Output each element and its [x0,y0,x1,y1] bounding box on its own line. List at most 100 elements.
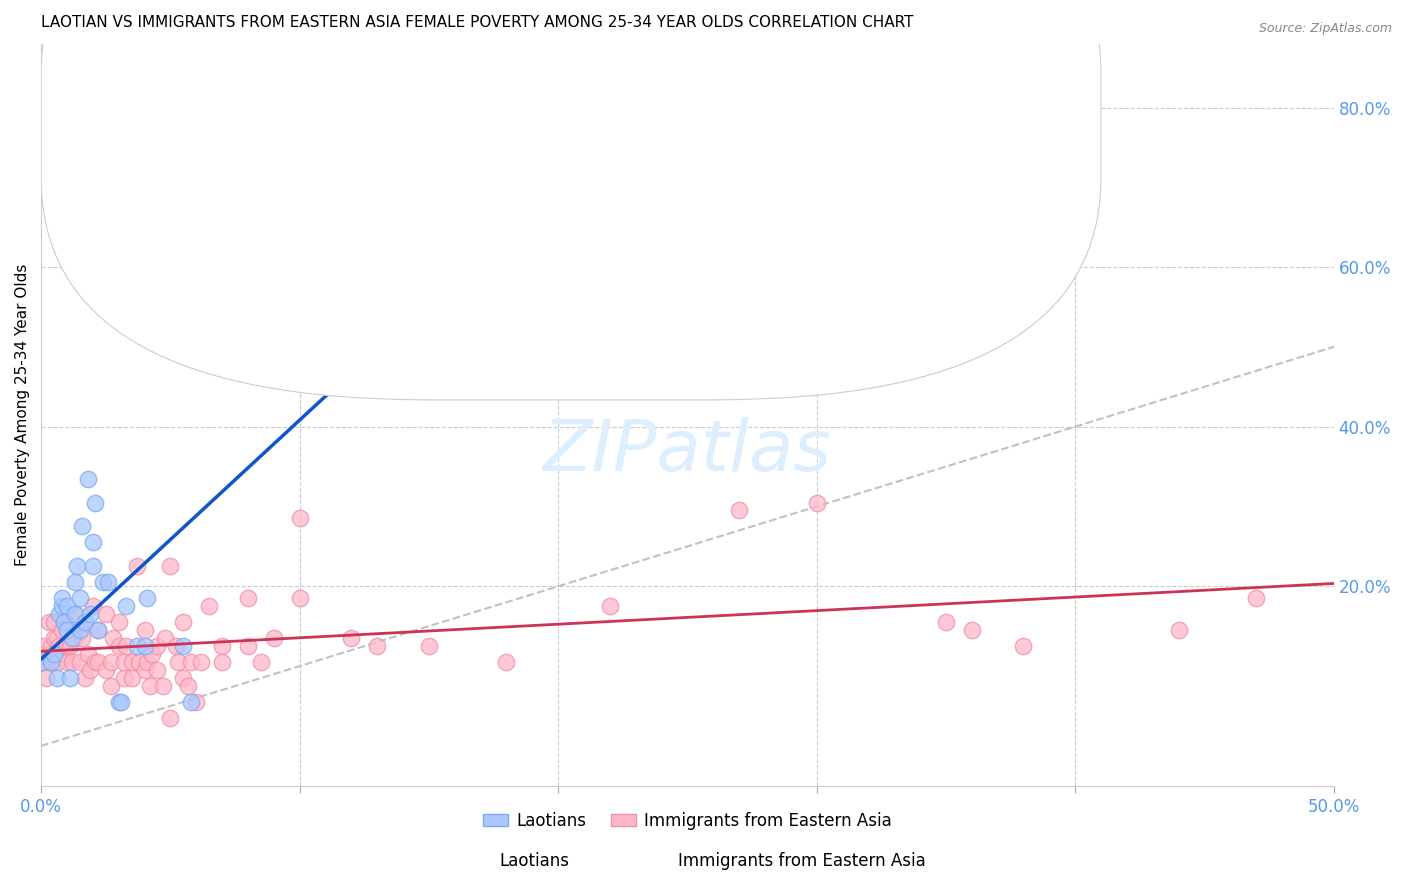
Point [180,655,202,669]
Point [53,615,76,630]
Point [48,639,70,653]
Point [340,631,363,645]
Point [121,671,143,685]
Point [418,639,440,653]
Point [236,639,259,653]
Point [30,655,52,669]
Point [53,647,76,661]
Point [56,623,79,637]
Point [190,655,212,669]
Point [134,639,156,653]
Point [198,599,221,614]
Point [84,495,107,509]
Point [495,655,517,669]
Point [63,631,86,645]
Point [38,615,60,630]
Point [91,575,114,590]
Point [32,655,55,669]
Point [172,615,194,630]
Point [73,615,96,630]
Point [94,607,117,622]
Point [236,591,259,606]
Point [38,647,60,661]
Point [79,607,101,622]
Point [79,663,101,677]
Point [72,631,94,645]
Point [107,615,129,630]
Point [73,671,96,685]
Point [1012,639,1035,653]
Point [69,655,91,669]
Point [58,639,80,653]
Point [87,655,110,669]
Point [45,671,67,685]
Point [41,655,63,669]
Point [159,559,181,574]
Point [107,695,129,709]
Point [45,631,67,645]
Point [136,655,159,669]
Point [146,639,169,653]
Point [56,639,79,653]
Y-axis label: Female Poverty Among 25-34 Year Olds: Female Poverty Among 25-34 Year Olds [15,263,30,566]
Point [152,679,174,693]
Point [288,511,311,525]
Point [69,623,91,637]
Point [42,615,65,630]
Point [728,503,751,517]
Point [288,591,311,606]
Point [69,623,91,637]
Point [167,655,190,669]
Point [522,85,544,99]
Point [180,695,202,709]
Point [69,591,91,606]
Point [211,639,233,653]
Point [51,599,73,614]
Point [112,671,135,685]
Point [263,631,285,645]
Point [66,559,89,574]
Point [41,639,63,653]
Point [136,591,159,606]
Point [63,575,86,590]
Point [60,631,83,645]
Point [125,639,148,653]
Point [94,663,117,677]
Point [48,607,70,622]
Point [141,647,163,661]
Text: Immigrants from Eastern Asia: Immigrants from Eastern Asia [678,852,925,870]
Point [51,623,73,637]
Point [1244,591,1267,606]
Point [42,647,65,661]
Point [599,599,621,614]
Text: Laotians: Laotians [499,852,569,870]
Point [60,655,83,669]
Point [97,575,120,590]
Point [121,655,143,669]
Point [45,655,67,669]
Point [1167,623,1189,637]
Point [56,655,79,669]
Legend: Laotians, Immigrants from Eastern Asia: Laotians, Immigrants from Eastern Asia [477,805,898,837]
Point [186,695,208,709]
Point [134,623,156,637]
Point [128,655,150,669]
Point [72,519,94,533]
Point [76,647,98,661]
Point [63,607,86,622]
Point [172,671,194,685]
Point [110,695,132,709]
Point [84,655,107,669]
FancyBboxPatch shape [41,0,1101,400]
Point [165,639,187,653]
Point [115,639,138,653]
Point [35,671,58,685]
Point [87,623,110,637]
Point [51,591,73,606]
Point [960,623,983,637]
Point [56,599,79,614]
Point [112,655,135,669]
Point [82,559,104,574]
Text: Source: ZipAtlas.com: Source: ZipAtlas.com [1258,22,1392,36]
Point [100,655,122,669]
